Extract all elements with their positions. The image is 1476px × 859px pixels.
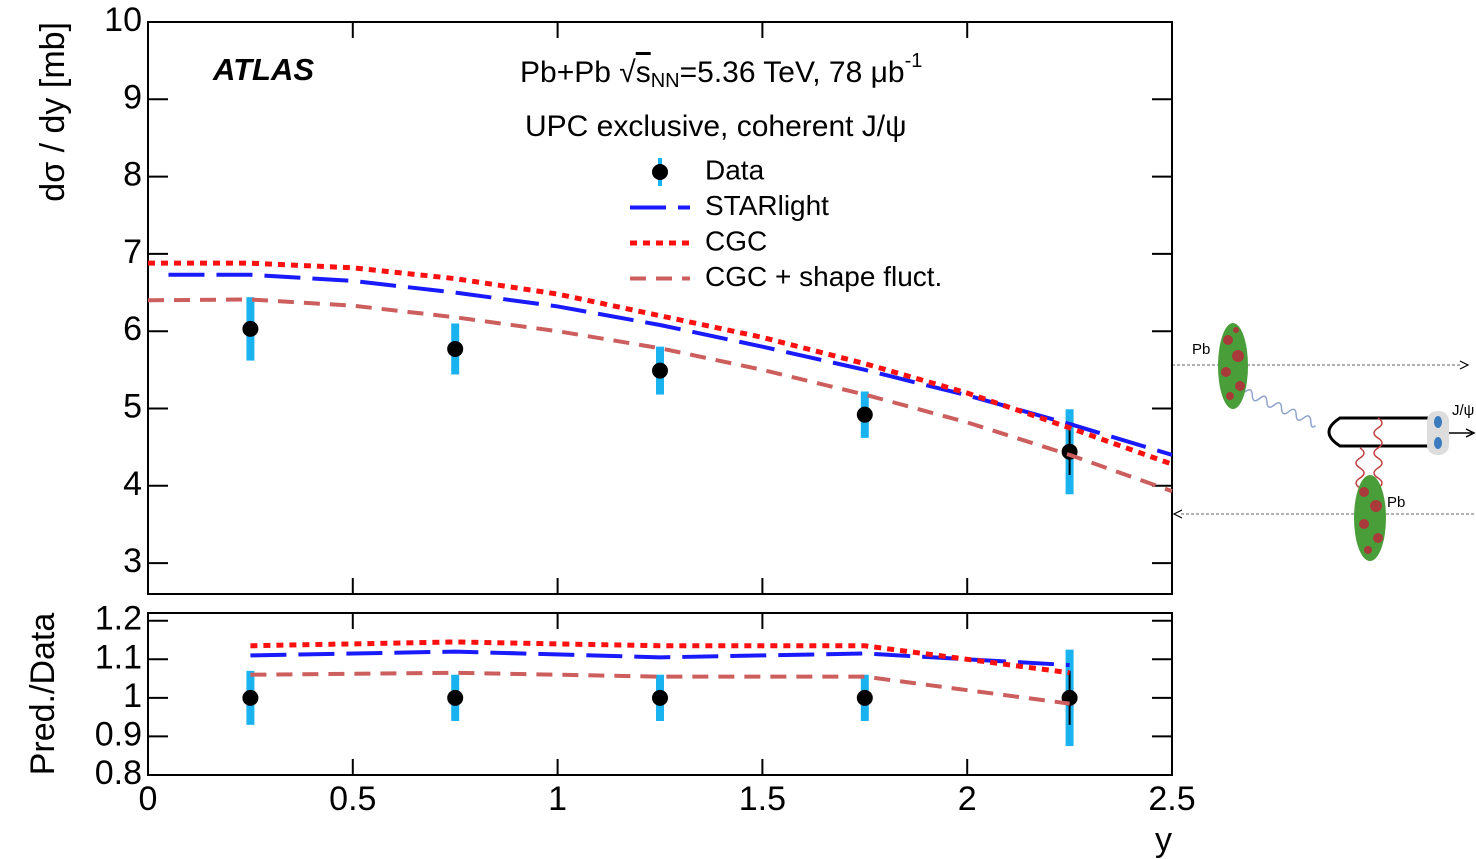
diagram-label: J/ψ [1452,402,1474,419]
y-tick-label: 0.9 [95,715,142,753]
text-part: Pb+Pb [520,56,619,89]
model-curve [148,260,1173,467]
arrow [1459,360,1470,370]
meson [1427,411,1449,455]
legend-label: Data [705,154,765,185]
quark [1434,416,1442,428]
diagram: Pb J/ψ Pb [1172,323,1476,561]
x-tick-label: 2 [958,780,977,818]
x-axis-title: y [1155,821,1172,859]
y-axis-title: Pred./Data [24,613,62,776]
y-tick-label: 9 [123,78,142,116]
y-tick-label: 1.1 [95,638,142,676]
legend-label: CGC [705,225,767,256]
data-point [652,689,668,706]
model-curve [147,297,1173,494]
data-point [856,689,873,706]
diagram-label: Pb [1192,341,1210,358]
nucleus-texture [1359,487,1383,554]
y-tick-label: 1.2 [95,600,142,638]
quark-loop [1327,416,1430,448]
y-tick-label: 10 [104,1,142,39]
x-tick-label: 1.5 [739,780,786,818]
y-tick-label: 5 [123,387,142,425]
y-tick-label: 8 [123,156,142,194]
text-part: =5.36 TeV, 78 μb [680,56,905,89]
photon [1244,389,1316,428]
model-curve [250,649,1070,668]
text-part: NN [651,70,680,92]
energy-label: Pb+Pb √sNN=5.36 TeV, 78 μb-1 [520,50,922,92]
text-part: -1 [905,50,923,72]
legend-label: CGC + shape fluct. [705,261,942,292]
model-curve [250,639,1070,676]
y-tick-label: 4 [123,465,142,503]
data-point [447,340,464,357]
gluon [1355,447,1365,489]
data-point [242,320,259,337]
legend-marker [652,164,668,180]
text-part: √ [619,56,636,89]
y-tick-label: 3 [123,542,142,580]
y-tick-label: 0.8 [95,754,142,792]
data-point [652,362,668,379]
x-tick-label: 2.5 [1148,780,1195,818]
data-point [242,689,259,706]
nucleus-texture [1221,327,1245,400]
diagram-label: Pb [1387,494,1405,511]
experiment-label: ATLAS [212,52,314,87]
model-curve [168,272,1173,457]
x-tick-label: 1 [548,780,567,818]
gluon [1373,417,1383,489]
plot-frame [147,21,1173,595]
arrow [1465,428,1476,438]
data-point [447,689,464,706]
x-tick-label: 0.5 [329,780,376,818]
model-curve [250,670,1070,706]
legend-label: STARlight [705,190,829,221]
data-point [856,406,873,423]
x-tick-label: 0 [139,780,158,818]
quark [1434,437,1442,449]
process-label: UPC exclusive, coherent J/ψ [525,110,907,143]
text-part: s [636,56,651,89]
arrow [1172,509,1183,519]
y-tick-label: 7 [123,233,142,271]
plot-frame [147,612,1173,776]
y-tick-label: 1 [123,677,142,715]
y-axis-title: dσ / dy [mb] [34,22,72,202]
y-tick-label: 6 [123,310,142,348]
